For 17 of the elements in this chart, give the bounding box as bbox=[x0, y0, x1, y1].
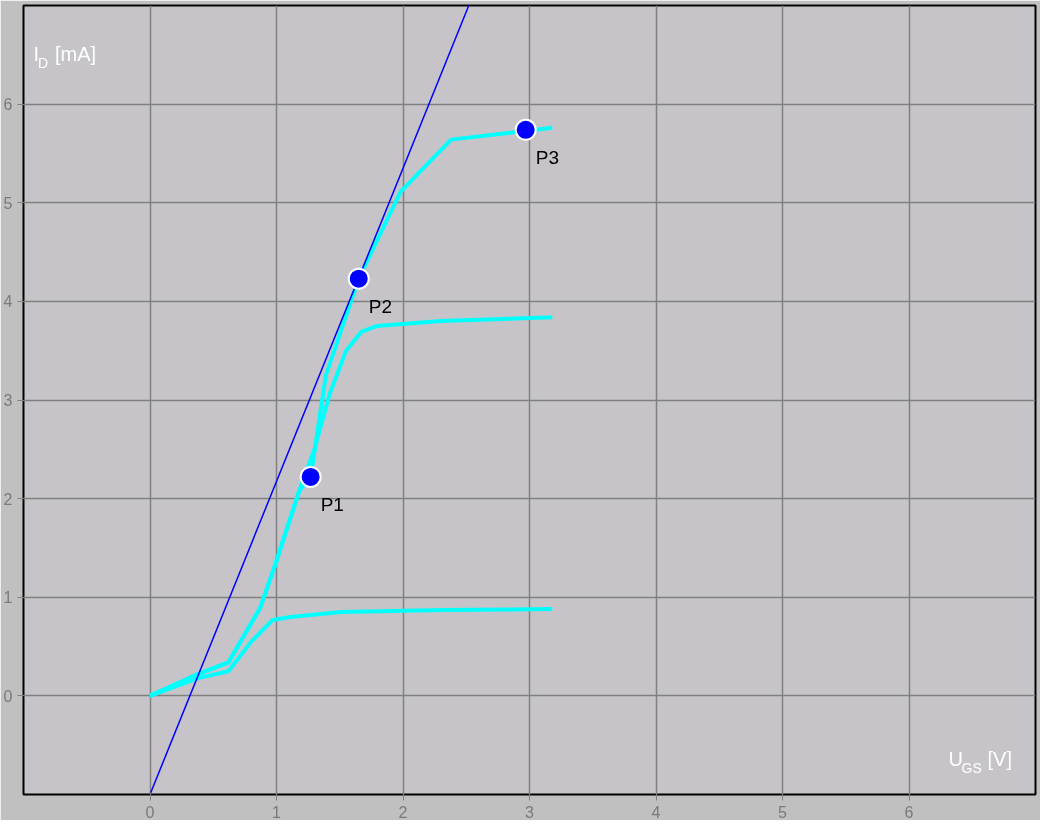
y-tick-label: 0 bbox=[3, 687, 13, 705]
x-tick-label: 5 bbox=[778, 803, 788, 821]
annotation: P2 bbox=[368, 295, 392, 317]
x-tick-label: 1 bbox=[272, 803, 282, 821]
annotation: P3 bbox=[535, 146, 559, 168]
y-tick-label: 5 bbox=[3, 194, 13, 212]
y-tick-label: 2 bbox=[3, 490, 13, 508]
x-tick-label: 6 bbox=[904, 803, 914, 821]
y-tick-label: 3 bbox=[3, 392, 13, 409]
annotation: P1 bbox=[320, 493, 344, 515]
x-tick-label: 4 bbox=[651, 803, 661, 821]
x-tick-label: 0 bbox=[145, 803, 155, 821]
y-tick-label: 1 bbox=[3, 589, 13, 607]
y-tick-label: 4 bbox=[3, 293, 13, 311]
y-tick-label: 6 bbox=[3, 96, 13, 114]
x-tick-label: 2 bbox=[398, 803, 408, 821]
x-tick-label: 3 bbox=[525, 803, 535, 821]
